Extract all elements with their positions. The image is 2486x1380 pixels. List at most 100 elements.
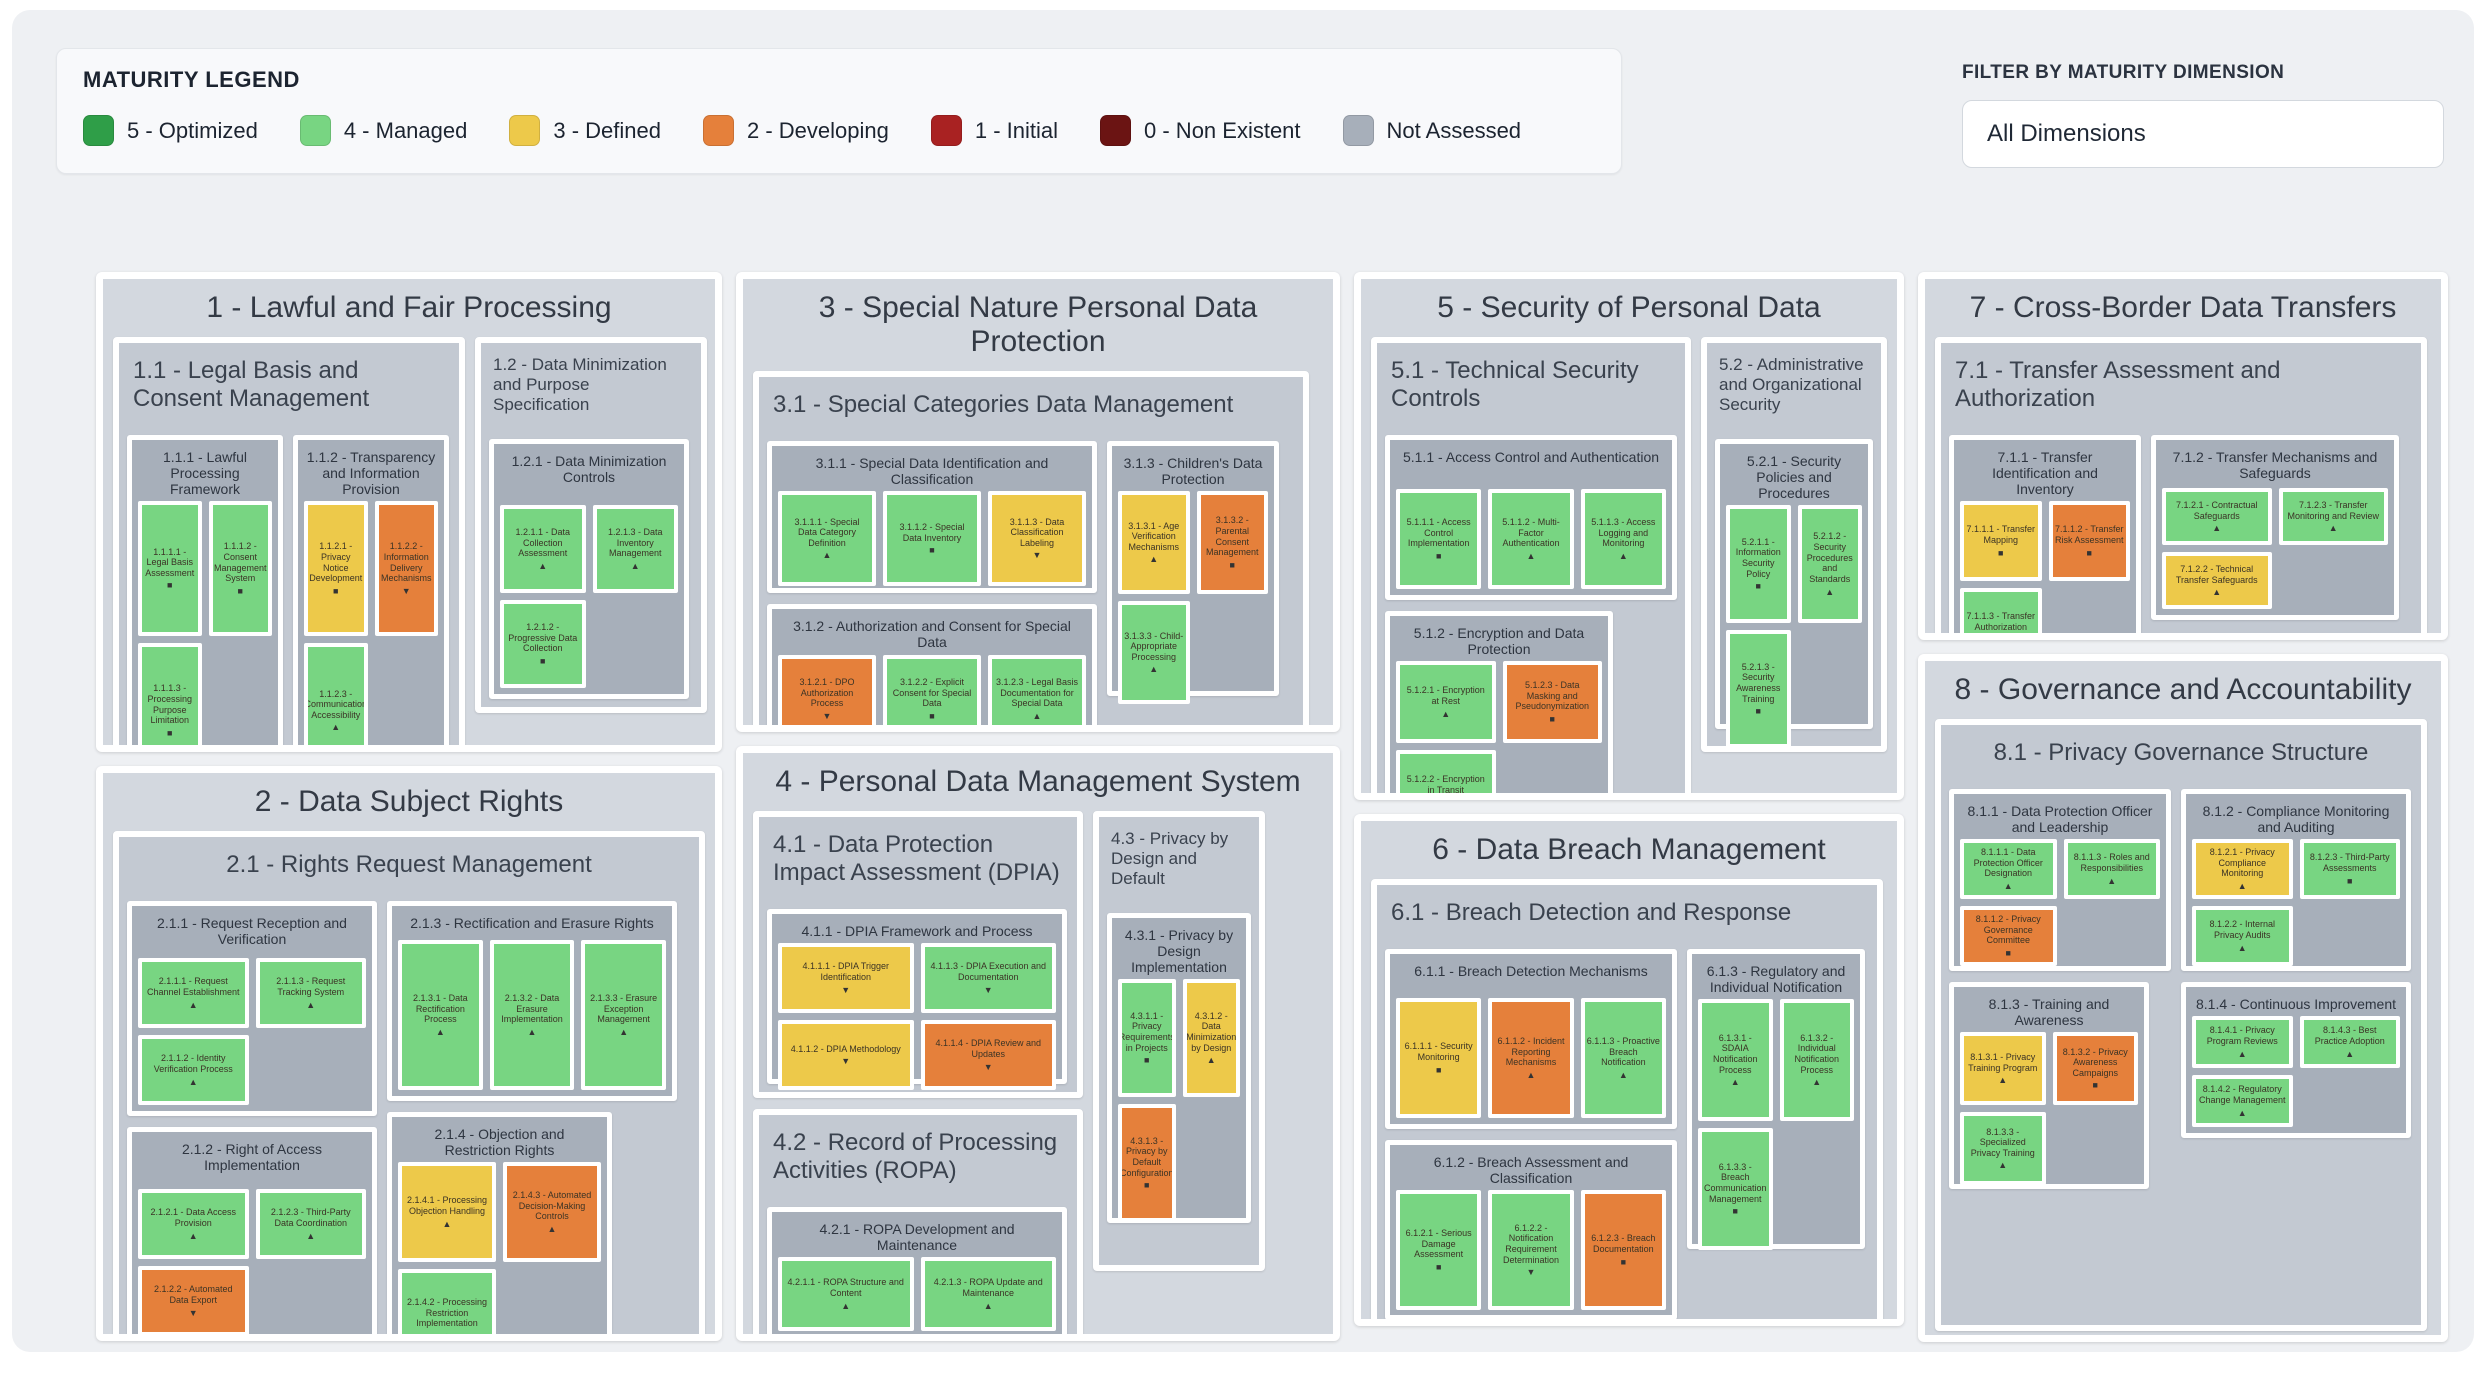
leaf-7.1.1.3[interactable]: 7.1.1.3 - Transfer Authorization ▲ [1960,588,2042,633]
leaf-5.1.2.2[interactable]: 5.1.2.2 - Encryption in Transit ■ [1396,750,1496,793]
leaf-1.1.1.3[interactable]: 1.1.1.3 - Processing Purpose Limitation ■ [138,643,202,745]
group-title: 4.1.1 - DPIA Framework and Process [801,923,1033,939]
section-1: 1 - Lawful and Fair Processing 1.1 - Lega… [96,272,722,752]
layout-stack: 8.1.1 - Data Protection Officer and Lead… [1949,789,2171,1189]
leaf-4.2.1.1[interactable]: 4.2.1.1 - ROPA Structure and Content ▲ [778,1257,914,1331]
layout-row: 2.1.1 - Request Reception and Verificati… [127,901,691,1334]
leaf-2.1.1.1[interactable]: 2.1.1.1 - Request Channel Establishment ▲ [138,958,249,1028]
leaf-trend-marker: ▲ [630,560,640,571]
leaf-6.1.3.2[interactable]: 6.1.3.2 - Individual Notification Proces… [1779,999,1854,1121]
leaf-4.1.1.2[interactable]: 4.1.1.2 - DPIA Methodology ▼ [778,1020,914,1090]
leaf-4.1.1.3[interactable]: 4.1.1.3 - DPIA Execution and Documentati… [920,943,1056,1013]
leaf-1.2.1.2[interactable]: 1.2.1.2 - Progressive Data Collection ■ [500,600,586,688]
leaf-label: 4.1.1.3 - DPIA Execution and Documentati… [930,961,1047,982]
leaf-2.1.1.3[interactable]: 2.1.1.3 - Request Tracking System ▲ [255,958,366,1028]
group-7.1.1: 7.1.1 - Transfer Identification and Inve… [1949,435,2141,633]
legend-item-defined: 3 - Defined [509,115,661,146]
leaf-8.1.2.3[interactable]: 8.1.2.3 - Third-Party Assessments ■ [2299,839,2400,899]
leaf-2.1.3.2[interactable]: 2.1.3.2 - Data Erasure Implementation ▲ [489,940,575,1090]
legend-item-label: 1 - Initial [974,117,1059,143]
leaf-6.1.1.3[interactable]: 6.1.1.3 - Proactive Breach Notification ▲ [1580,998,1666,1118]
leaf-7.1.2.1[interactable]: 7.1.2.1 - Contractual Safeguards ▲ [2162,488,2272,545]
leaf-2.1.4.1[interactable]: 2.1.4.1 - Processing Objection Handling ▲ [398,1162,496,1262]
leaf-label: 8.1.4.1 - Privacy Program Reviews [2206,1025,2278,1046]
leaf-5.1.2.3[interactable]: 5.1.2.3 - Data Masking and Pseudonymizat… [1502,661,1602,743]
leaf-trend-marker: ■ [1998,547,2004,558]
leaf-8.1.2.1[interactable]: 8.1.2.1 - Privacy Compliance Monitoring ▲ [2192,839,2293,899]
leaf-5.1.2.1[interactable]: 5.1.2.1 - Encryption at Rest ▲ [1396,661,1496,743]
leaf-2.1.2.3[interactable]: 2.1.2.3 - Third-Party Data Coordination ▲ [255,1189,366,1259]
leaf-3.1.3.1[interactable]: 3.1.3.1 - Age Verification Mechanisms ▲ [1118,491,1190,594]
leaf-2.1.3.1[interactable]: 2.1.3.1 - Data Rectification Process ▲ [398,940,483,1090]
leaf-4.2.1.2[interactable]: 4.2.1.2 - ROPA Data Collection Process▲ [778,1338,914,1341]
leaf-5.2.1.2[interactable]: 5.2.1.2 - Security Procedures and Standa… [1797,505,1862,623]
leaf-8.1.1.2[interactable]: 8.1.1.2 - Privacy Governance Committee ■ [1960,906,2057,966]
leaf-1.1.1.1[interactable]: 1.1.1.1 - Legal Basis Assessment ■ [138,501,202,636]
leaf-6.1.2.1[interactable]: 6.1.2.1 - Serious Damage Assessment ■ [1396,1190,1482,1310]
leaf-5.2.1.3[interactable]: 5.2.1.3 - Security Awareness Training ■ [1726,630,1791,748]
group-body: 8.1.3.1 - Privacy Training Program ▲ 8.1.3… [1960,1032,2138,1185]
leaf-4.3.1.3[interactable]: 4.3.1.3 - Privacy by Default Configurati… [1118,1104,1176,1222]
leaf-5.2.1.1[interactable]: 5.2.1.1 - Information Security Policy ■ [1726,505,1791,623]
leaf-7.1.1.2[interactable]: 7.1.1.2 - Transfer Risk Assessment ■ [2048,501,2130,581]
section-title: 1 - Lawful and Fair Processing [206,291,612,324]
leaf-3.1.1.1[interactable]: 3.1.1.1 - Special Data Category Definiti… [778,491,876,586]
leaf-2.1.1.2[interactable]: 2.1.1.2 - Identity Verification Process ▲ [138,1035,249,1105]
leaf-4.1.1.1[interactable]: 4.1.1.1 - DPIA Trigger Identification ▼ [778,943,914,1013]
leaf-3.1.2.3[interactable]: 3.1.2.3 - Legal Basis Documentation for … [988,655,1086,725]
leaf-2.1.2.1[interactable]: 2.1.2.1 - Data Access Provision ▲ [138,1189,249,1259]
leaf-7.1.2.2[interactable]: 7.1.2.2 - Technical Transfer Safeguards ▲ [2162,552,2272,609]
leaf-6.1.2.3[interactable]: 6.1.2.3 - Breach Documentation ■ [1580,1190,1666,1310]
group-title: 4.2.1 - ROPA Development and Maintenance [819,1221,1015,1253]
leaf-3.1.3.3[interactable]: 3.1.3.3 - Child-Appropriate Processing ▲ [1118,601,1190,704]
leaf-8.1.1.3[interactable]: 8.1.1.3 - Roles and Responsibilities ▲ [2063,839,2160,899]
leaf-1.1.2.3[interactable]: 1.1.2.3 - Communication Accessibility ▲ [304,643,368,745]
leaf-6.1.3.1[interactable]: 6.1.3.1 - SDAIA Notification Process ▲ [1698,999,1773,1121]
leaf-2.1.3.3[interactable]: 2.1.3.3 - Erasure Exception Management ▲ [581,940,666,1090]
leaf-trend-marker: ■ [1732,1206,1738,1217]
leaf-1.1.2.1[interactable]: 1.1.2.1 - Privacy Notice Development ■ [304,501,368,636]
leaf-5.1.1.3[interactable]: 5.1.1.3 - Access Logging and Monitoring ▲ [1580,489,1666,589]
leaf-label: 7.1.2.1 - Contractual Safeguards [2175,499,2258,521]
group-3.1.3: 3.1.3 - Children's Data Protection 3.1.3.… [1107,441,1279,704]
leaf-trend-marker: ▲ [188,999,198,1010]
leaf-1.2.1.3[interactable]: 1.2.1.3 - Data Inventory Management ▲ [592,505,678,593]
leaf-5.1.1.1[interactable]: 5.1.1.1 - Access Control Implementation ■ [1396,489,1482,589]
leaf-3.1.2.2[interactable]: 3.1.2.2 - Explicit Consent for Special D… [883,655,981,725]
group-body: 6.1.2.1 - Serious Damage Assessment ■ 6.1.… [1396,1190,1666,1310]
leaf-6.1.2.2[interactable]: 6.1.2.2 - Notification Requirement Deter… [1488,1190,1574,1310]
leaf-1.1.1.2[interactable]: 1.1.1.2 - Consent Management System ■ [208,501,272,636]
leaf-8.1.3.2[interactable]: 8.1.3.2 - Privacy Awareness Campaigns ■ [2052,1032,2138,1105]
leaf-5.1.1.2[interactable]: 5.1.1.2 - Multi-Factor Authentication ▲ [1488,489,1574,589]
leaf-8.1.4.2[interactable]: 8.1.4.2 - Regulatory Change Management ▲ [2192,1075,2293,1127]
leaf-2.1.4.3[interactable]: 2.1.4.3 - Automated Decision-Making Cont… [503,1162,601,1262]
group-1.1.2: 1.1.2 - Transparency and Information Pro… [293,435,449,745]
leaf-8.1.3.3[interactable]: 8.1.3.3 - Specialized Privacy Training ▲ [1960,1112,2046,1185]
leaf-2.1.2.2[interactable]: 2.1.2.2 - Automated Data Export ▼ [138,1266,249,1334]
leaf-3.1.2.1[interactable]: 3.1.2.1 - DPO Authorization Process ▼ [778,655,876,725]
leaf-7.1.1.1[interactable]: 7.1.1.1 - Transfer Mapping ■ [1960,501,2042,581]
leaf-8.1.4.3[interactable]: 8.1.4.3 - Best Practice Adoption ▲ [2299,1016,2400,1068]
leaf-7.1.2.3[interactable]: 7.1.2.3 - Transfer Monitoring and Review… [2278,488,2388,545]
leaf-label: 7.1.1.2 - Transfer Risk Assessment [2054,524,2124,545]
leaf-1.1.2.2[interactable]: 1.1.2.2 - Information Delivery Mechanism… [374,501,438,636]
leaf-3.1.1.2[interactable]: 3.1.1.2 - Special Data Inventory ■ [883,491,981,586]
leaf-6.1.1.2[interactable]: 6.1.1.2 - Incident Reporting Mechanisms ▲ [1488,998,1574,1118]
leaf-8.1.4.1[interactable]: 8.1.4.1 - Privacy Program Reviews ▲ [2192,1016,2293,1068]
leaf-8.1.3.1[interactable]: 8.1.3.1 - Privacy Training Program ▲ [1960,1032,2046,1105]
leaf-4.2.1.4[interactable]: 4.2.1.4 - ROPA Availability and Accessib… [921,1338,1057,1341]
leaf-3.1.1.3[interactable]: 3.1.1.3 - Data Classification Labeling ▼ [988,491,1086,586]
dimension-select[interactable]: All Dimensions [1962,100,2444,168]
leaf-8.1.2.2[interactable]: 8.1.2.2 - Internal Privacy Audits ▲ [2192,906,2293,966]
leaf-4.3.1.1[interactable]: 4.3.1.1 - Privacy Requirements in Projec… [1118,979,1176,1097]
leaf-6.1.1.1[interactable]: 6.1.1.1 - Security Monitoring ■ [1396,998,1482,1118]
leaf-6.1.3.3[interactable]: 6.1.3.3 - Breach Communication Managemen… [1698,1128,1773,1250]
leaf-8.1.1.1[interactable]: 8.1.1.1 - Data Protection Officer Design… [1960,839,2057,899]
leaf-4.1.1.4[interactable]: 4.1.1.4 - DPIA Review and Updates ▼ [920,1020,1056,1090]
layout-row: 4.1 - Data Protection Impact Assessment … [753,811,1323,1341]
leaf-4.3.1.2[interactable]: 4.3.1.2 - Data Minimization by Design ▲ [1182,979,1240,1097]
leaf-1.2.1.1[interactable]: 1.2.1.1 - Data Collection Assessment ▲ [500,505,586,593]
leaf-4.2.1.3[interactable]: 4.2.1.3 - ROPA Update and Maintenance ▲ [920,1257,1056,1331]
leaf-3.1.3.2[interactable]: 3.1.3.2 - Parental Consent Management ■ [1196,491,1268,594]
leaf-2.1.4.2[interactable]: 2.1.4.2 - Processing Restriction Impleme… [398,1269,496,1334]
